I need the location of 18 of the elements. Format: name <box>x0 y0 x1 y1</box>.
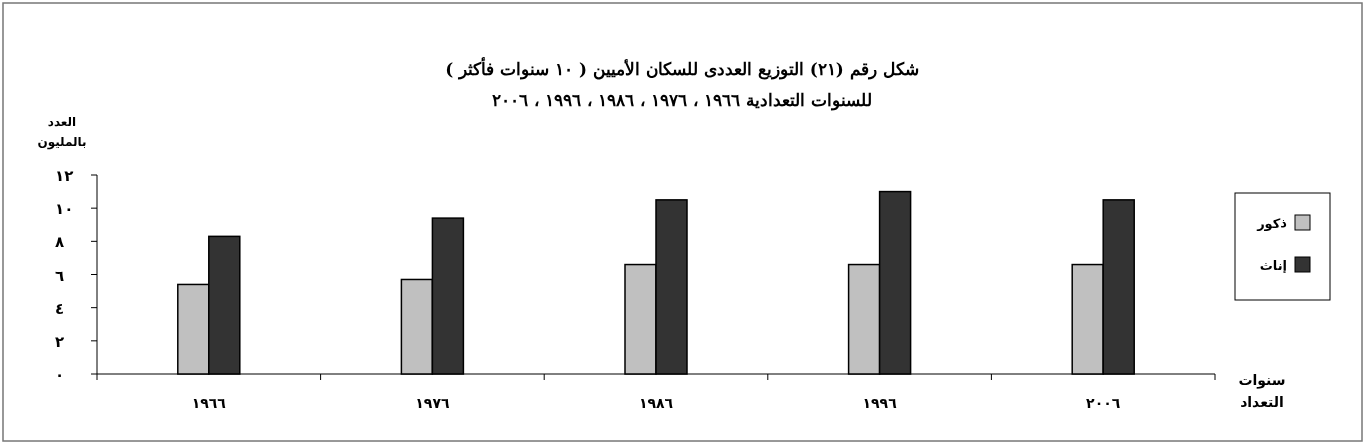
x-tick-label: ١٩٩٦ <box>862 395 898 411</box>
chart-title: شكل رقم (٢١) التوزيع العددى للسكان الأميين ( ١٠ سنوات فأكثر ) <box>445 56 919 80</box>
x-tick-label: ٢٠٠٦ <box>1086 395 1121 411</box>
y-tick-label: ١٢ <box>55 167 74 185</box>
x-tick-label: ١٩٧٦ <box>415 395 450 411</box>
x-tick-label: ١٩٨٦ <box>638 395 674 411</box>
y-tick-label: ١٠ <box>55 200 74 219</box>
y-tick-label: ٨ <box>55 233 65 252</box>
y-tick-label: ٤ <box>55 299 65 318</box>
x-tick-label: ١٩٦٦ <box>191 395 227 411</box>
legend-label: ذكور <box>1256 216 1288 231</box>
chart-subtitle: للسنوات التعدادية ١٩٦٦ ، ١٩٧٦ ، ١٩٨٦ ، ١٩٩٦ ، ٢٠٠٦ <box>492 90 872 111</box>
x-axis-title: سنوات التعداد <box>1238 372 1286 410</box>
y-tick-label: ٦ <box>55 266 65 285</box>
legend-label: إناث <box>1259 258 1287 273</box>
y-tick-label: ٠ <box>55 366 65 384</box>
y-tick-label: ٢ <box>55 332 65 351</box>
y-axis-title: العدد بالمليون <box>37 115 87 150</box>
